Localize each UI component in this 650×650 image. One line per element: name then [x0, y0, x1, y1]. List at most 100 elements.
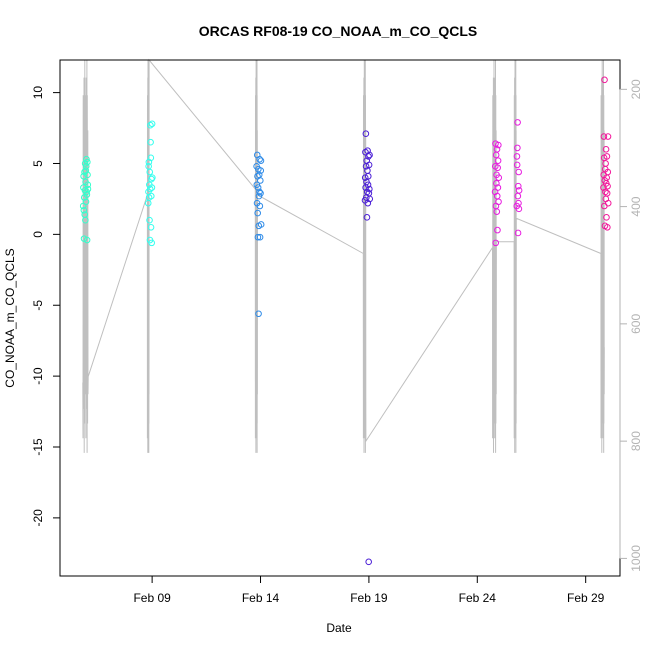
data-point	[147, 154, 155, 162]
data-point	[364, 172, 372, 180]
x-tick-label: Feb 24	[459, 591, 497, 605]
data-point	[147, 192, 155, 200]
data-point	[256, 202, 264, 210]
data-point	[257, 189, 264, 197]
data-point	[493, 146, 501, 153]
data-point	[365, 153, 372, 160]
data-point	[604, 199, 612, 207]
pressure-trace	[82, 58, 605, 453]
data-point	[602, 188, 609, 196]
data-point	[148, 175, 155, 183]
data-point	[82, 216, 89, 224]
data-point	[146, 185, 154, 193]
data-point	[255, 310, 262, 318]
x-tick-label: Feb 19	[350, 591, 388, 605]
y-tick-label: -10	[31, 367, 45, 385]
y-tick-label: -20	[31, 509, 45, 527]
data-point	[514, 144, 521, 152]
chart-title: ORCAS RF08-19 CO_NOAA_m_CO_QCLS	[199, 23, 478, 39]
data-point	[602, 146, 610, 153]
data-point	[84, 181, 92, 189]
pressure-line	[82, 58, 605, 453]
data-point	[146, 216, 153, 224]
y-axis-label: CO_NOAA_m_CO_QCLS	[3, 248, 17, 387]
data-point	[147, 121, 154, 129]
data-point	[361, 174, 369, 181]
data-point	[365, 161, 373, 169]
data-point	[83, 236, 91, 244]
data-point	[495, 141, 502, 149]
data-point	[84, 171, 91, 179]
data-point	[492, 239, 500, 247]
data-point	[602, 160, 609, 167]
data-points	[79, 76, 612, 566]
y2-tick-label: 200	[629, 79, 643, 99]
y-axis: 10 5 0 -5 -10 -15 -20	[31, 86, 60, 527]
data-point	[493, 180, 500, 187]
data-point	[84, 158, 91, 166]
data-point	[82, 163, 90, 170]
series-RF08	[79, 155, 92, 244]
y-tick-label: -15	[31, 438, 45, 456]
data-point	[494, 164, 501, 172]
data-point	[256, 155, 263, 163]
data-point	[362, 130, 370, 138]
data-point	[366, 185, 373, 193]
y-tick-label: -5	[31, 300, 45, 311]
data-point	[80, 206, 88, 214]
x-axis-label: Date	[326, 621, 352, 635]
data-point	[146, 168, 154, 176]
data-point	[254, 184, 262, 191]
data-point	[514, 229, 522, 237]
y-tick-label: 0	[31, 231, 45, 238]
series-RF13	[513, 119, 523, 237]
data-point	[147, 223, 155, 231]
data-point	[495, 198, 502, 206]
data-point	[494, 226, 501, 234]
data-point	[254, 209, 261, 217]
data-point	[82, 198, 90, 206]
data-point	[256, 188, 263, 196]
data-point	[604, 133, 612, 140]
data-point	[366, 195, 374, 203]
data-point	[149, 174, 156, 181]
data-point	[514, 119, 521, 126]
data-point	[600, 133, 608, 140]
y-tick-label: 10	[31, 86, 45, 100]
data-point	[148, 120, 156, 128]
data-point	[256, 177, 264, 184]
x-tick-label: Feb 09	[133, 591, 171, 605]
data-point	[364, 181, 372, 189]
data-point	[513, 153, 521, 160]
data-point	[515, 187, 523, 194]
y2-tick-label: 400	[629, 196, 643, 216]
data-point	[257, 167, 265, 174]
data-point	[365, 558, 372, 566]
data-point	[257, 157, 265, 164]
data-point	[604, 223, 611, 231]
data-point	[514, 182, 522, 190]
data-point	[82, 167, 90, 174]
data-point	[363, 214, 371, 221]
series-RF11	[361, 130, 374, 566]
data-point	[494, 184, 502, 191]
series-RF14	[600, 76, 612, 231]
y2-tick-label: 800	[629, 431, 643, 451]
data-point	[83, 155, 90, 163]
plot-frame	[59, 59, 621, 577]
data-point	[601, 76, 608, 84]
data-point	[515, 168, 522, 176]
data-point	[254, 233, 262, 241]
data-point	[366, 151, 373, 159]
data-point	[604, 168, 612, 176]
data-point	[515, 205, 523, 213]
series-RF09	[144, 120, 156, 247]
x-axis: Feb 09 Feb 14 Feb 19 Feb 24 Feb 29	[133, 575, 605, 605]
y2-tick-label: 600	[629, 314, 643, 334]
data-point	[148, 239, 155, 247]
y-tick-label: 5	[31, 160, 45, 167]
data-point	[603, 214, 610, 221]
x-tick-label: Feb 14	[242, 591, 280, 605]
data-point	[148, 184, 156, 191]
